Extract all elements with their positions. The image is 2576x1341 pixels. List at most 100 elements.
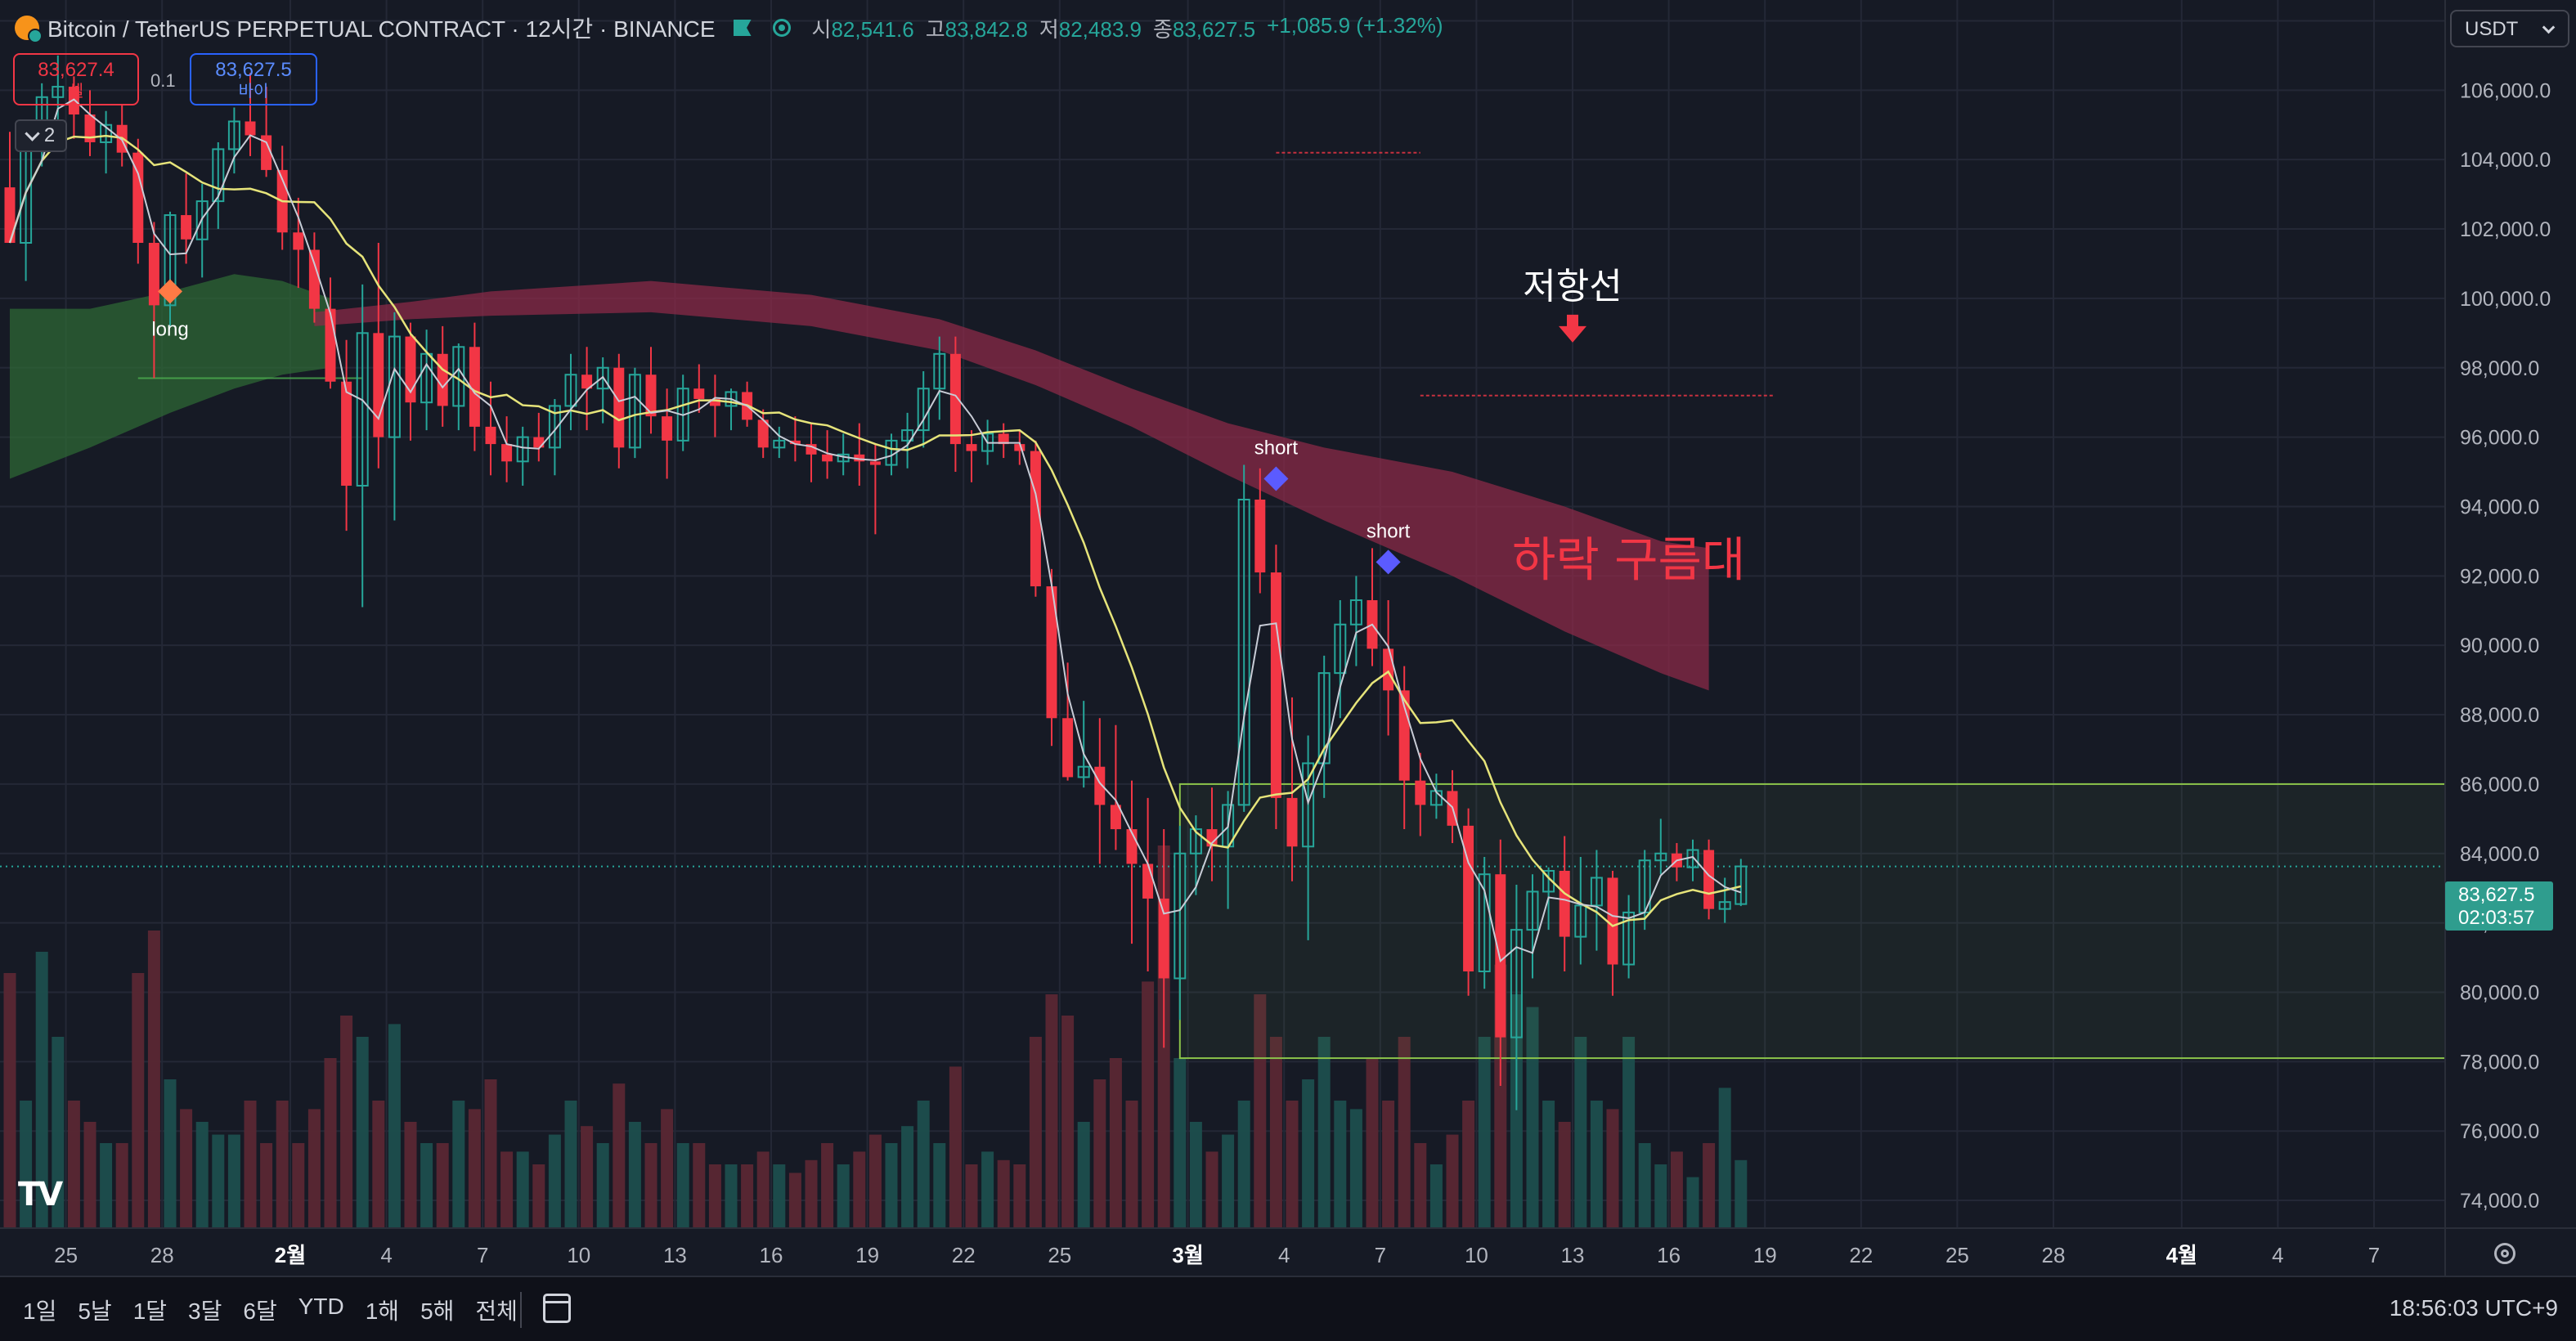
volume-bar [628, 1122, 641, 1228]
candle-body [293, 232, 304, 250]
volume-series [3, 845, 1748, 1228]
low-value: 82,483.9 [1058, 16, 1142, 42]
candle-body [676, 388, 689, 442]
volume-bar [1735, 1159, 1748, 1228]
chevron-down-icon [25, 125, 40, 141]
candle-body [1703, 850, 1715, 909]
volume-bar [340, 1016, 353, 1228]
market-status-icon[interactable] [772, 19, 791, 37]
candle-body [195, 200, 209, 240]
candle-body [100, 123, 113, 143]
volume-bar [1446, 1134, 1459, 1228]
price-tick-label: 76,000.0 [2460, 1120, 2539, 1143]
candle-body [1718, 901, 1731, 910]
range-all-button[interactable]: 전체 [475, 1298, 518, 1324]
candle-body [132, 152, 144, 244]
open-value: 82,541.6 [831, 16, 914, 42]
range-ytd-button[interactable]: YTD [298, 1294, 344, 1319]
volume-bar [805, 1159, 818, 1228]
down-arrow-icon [1559, 314, 1586, 343]
candle-body [1383, 648, 1394, 691]
time-tick-label: 22 [952, 1243, 976, 1267]
chevron-down-icon [2542, 20, 2556, 34]
volume-bar [1045, 994, 1058, 1228]
axis-settings-icon[interactable] [2494, 1243, 2515, 1264]
tradingview-logo[interactable]: TV [18, 1176, 63, 1213]
candle-body [998, 433, 1009, 445]
time-tick-label: 7 [1375, 1243, 1386, 1267]
time-tick-label: 3월 [1172, 1243, 1203, 1267]
volume-bar [356, 1037, 369, 1228]
volume-bar [500, 1151, 514, 1228]
candle-body [1526, 890, 1539, 931]
volume-bar [821, 1143, 834, 1228]
volume-bar [1638, 1143, 1651, 1228]
range-3m-button[interactable]: 3달 [188, 1298, 222, 1324]
signal-marker [158, 279, 182, 304]
symbol-title[interactable]: Bitcoin / TetherUS PERPETUAL CONTRACT · … [47, 16, 716, 42]
candle-body [1174, 852, 1187, 980]
range-5d-button[interactable]: 5날 [78, 1298, 112, 1324]
volume-bar [564, 1101, 577, 1228]
buy-label: 바이 [238, 83, 269, 101]
volume-bar [1526, 1007, 1539, 1228]
clock-timezone[interactable]: 18:56:03 UTC+9 [2389, 1295, 2558, 1321]
volume-bar [1382, 1101, 1395, 1228]
price-tick-label: 104,000.0 [2460, 149, 2551, 172]
volume-bar [1366, 1058, 1379, 1228]
candle-body [1415, 780, 1426, 805]
annotation-text: 저항선 [1523, 266, 1622, 307]
range-6m-button[interactable]: 6달 [243, 1298, 277, 1324]
time-tick-label: 4 [380, 1243, 392, 1267]
range-1y-button[interactable]: 1해 [365, 1298, 400, 1324]
volume-bar [965, 1164, 978, 1228]
candle-body [164, 214, 177, 307]
indicator-collapse-button[interactable]: 2 [15, 119, 67, 152]
go-to-date-icon[interactable] [543, 1294, 571, 1323]
range-5y-button[interactable]: 5해 [420, 1298, 455, 1324]
ohlc-readout: 시82,541.6 고83,842.8 저82,483.9 종83,627.5 … [812, 13, 1443, 43]
flag-icon[interactable] [733, 20, 752, 36]
candle-body [420, 352, 433, 404]
candle-body [516, 436, 529, 463]
price-tick-label: 92,000.0 [2460, 565, 2539, 588]
volume-bar [1269, 1037, 1282, 1228]
close-value: 83,627.5 [1172, 16, 1256, 42]
volume-bar [1254, 994, 1267, 1228]
range-1m-button[interactable]: 1달 [132, 1298, 168, 1324]
candle-body [854, 454, 865, 462]
ma-slow-line [8, 134, 1742, 927]
volume-bar [452, 1101, 465, 1228]
price-tick-label: 74,000.0 [2460, 1190, 2539, 1213]
candle-body [1046, 586, 1057, 719]
volume-bar [1558, 1122, 1571, 1228]
volume-bar [1703, 1143, 1716, 1228]
price-tick-label: 86,000.0 [2460, 774, 2539, 796]
volume-bar [949, 1066, 962, 1228]
price-tick-label: 90,000.0 [2460, 635, 2539, 657]
candle-body [1510, 929, 1523, 1038]
volume-bar [52, 1037, 65, 1228]
candle-body [757, 419, 769, 448]
volume-bar [227, 1134, 240, 1228]
volume-bar [1302, 1079, 1315, 1228]
candle-body [1495, 874, 1506, 1038]
volume-bar [581, 1126, 594, 1228]
volume-bar [1029, 1037, 1042, 1228]
volume-bar [708, 1164, 721, 1228]
volume-bar [1286, 1101, 1299, 1228]
range-1d-button[interactable]: 1일 [23, 1298, 57, 1324]
price-axis-background [2445, 0, 2576, 1276]
volume-bar [115, 1143, 128, 1228]
currency-select[interactable]: USDT [2450, 10, 2569, 47]
candle-body [933, 352, 946, 390]
time-tick-label: 28 [150, 1243, 174, 1267]
buy-button[interactable]: 83,627.5 바이 [190, 53, 317, 105]
time-tick-label: 10 [1465, 1243, 1488, 1267]
sell-button[interactable]: 83,627.4 셀 [13, 53, 139, 105]
volume-bar [1189, 1122, 1202, 1228]
volume-bar [1205, 1151, 1218, 1228]
price-tick-label: 106,000.0 [2460, 79, 2551, 102]
time-tick-label: 25 [54, 1243, 78, 1267]
